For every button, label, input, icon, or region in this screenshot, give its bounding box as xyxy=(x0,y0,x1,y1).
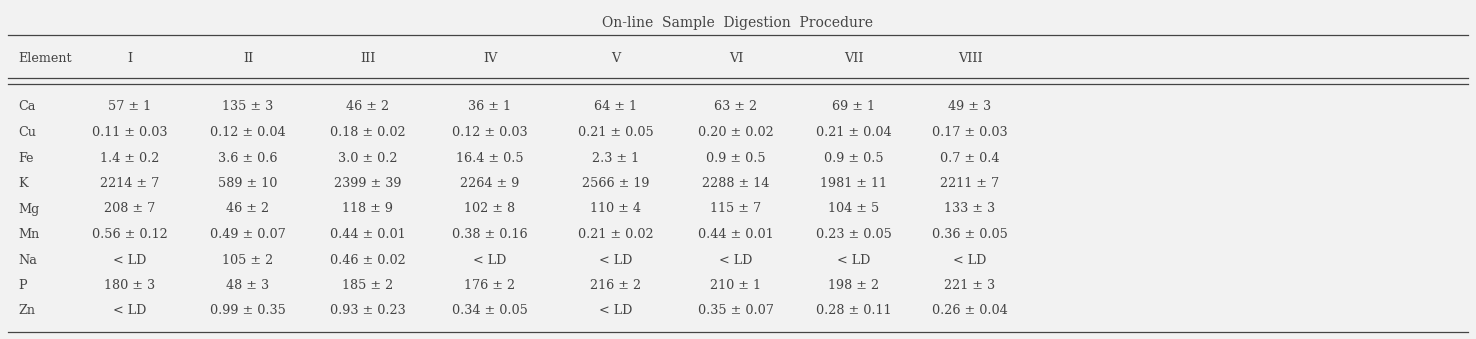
Text: 2399 ± 39: 2399 ± 39 xyxy=(334,177,401,190)
Text: 1981 ± 11: 1981 ± 11 xyxy=(821,177,887,190)
Text: 0.12 ± 0.03: 0.12 ± 0.03 xyxy=(452,126,528,139)
Text: < LD: < LD xyxy=(474,254,506,266)
Text: < LD: < LD xyxy=(953,254,986,266)
Text: II: II xyxy=(244,52,252,64)
Text: 0.46 ± 0.02: 0.46 ± 0.02 xyxy=(331,254,406,266)
Text: Element: Element xyxy=(18,52,72,64)
Text: < LD: < LD xyxy=(114,254,146,266)
Text: 115 ± 7: 115 ± 7 xyxy=(710,202,762,216)
Text: 46 ± 2: 46 ± 2 xyxy=(226,202,270,216)
Text: VII: VII xyxy=(844,52,863,64)
Text: IV: IV xyxy=(483,52,497,64)
Text: 3.0 ± 0.2: 3.0 ± 0.2 xyxy=(338,152,397,164)
Text: Mn: Mn xyxy=(18,228,40,241)
Text: VIII: VIII xyxy=(958,52,983,64)
Text: 176 ± 2: 176 ± 2 xyxy=(465,279,515,292)
Text: 0.9 ± 0.5: 0.9 ± 0.5 xyxy=(824,152,884,164)
Text: 64 ± 1: 64 ± 1 xyxy=(595,100,638,114)
Text: 0.23 ± 0.05: 0.23 ± 0.05 xyxy=(816,228,892,241)
Text: 16.4 ± 0.5: 16.4 ± 0.5 xyxy=(456,152,524,164)
Text: 118 ± 9: 118 ± 9 xyxy=(342,202,394,216)
Text: 0.28 ± 0.11: 0.28 ± 0.11 xyxy=(816,304,892,318)
Text: 2288 ± 14: 2288 ± 14 xyxy=(703,177,769,190)
Text: 208 ± 7: 208 ± 7 xyxy=(105,202,155,216)
Text: K: K xyxy=(18,177,28,190)
Text: VI: VI xyxy=(729,52,744,64)
Text: Zn: Zn xyxy=(18,304,35,318)
Text: 198 ± 2: 198 ± 2 xyxy=(828,279,880,292)
Text: Na: Na xyxy=(18,254,37,266)
Text: 69 ± 1: 69 ± 1 xyxy=(832,100,875,114)
Text: 216 ± 2: 216 ± 2 xyxy=(590,279,642,292)
Text: 0.18 ± 0.02: 0.18 ± 0.02 xyxy=(331,126,406,139)
Text: 46 ± 2: 46 ± 2 xyxy=(347,100,390,114)
Text: 0.17 ± 0.03: 0.17 ± 0.03 xyxy=(933,126,1008,139)
Text: 135 ± 3: 135 ± 3 xyxy=(223,100,273,114)
Text: 0.35 ± 0.07: 0.35 ± 0.07 xyxy=(698,304,773,318)
Text: 210 ± 1: 210 ± 1 xyxy=(710,279,762,292)
Text: 133 ± 3: 133 ± 3 xyxy=(945,202,996,216)
Text: 0.21 ± 0.02: 0.21 ± 0.02 xyxy=(579,228,654,241)
Text: 2566 ± 19: 2566 ± 19 xyxy=(582,177,649,190)
Text: 0.56 ± 0.12: 0.56 ± 0.12 xyxy=(92,228,168,241)
Text: 48 ± 3: 48 ± 3 xyxy=(226,279,270,292)
Text: 36 ± 1: 36 ± 1 xyxy=(468,100,512,114)
Text: < LD: < LD xyxy=(837,254,871,266)
Text: < LD: < LD xyxy=(599,304,633,318)
Text: 0.38 ± 0.16: 0.38 ± 0.16 xyxy=(452,228,528,241)
Text: Cu: Cu xyxy=(18,126,35,139)
Text: Ca: Ca xyxy=(18,100,35,114)
Text: < LD: < LD xyxy=(114,304,146,318)
Text: 0.12 ± 0.04: 0.12 ± 0.04 xyxy=(210,126,286,139)
Text: 0.93 ± 0.23: 0.93 ± 0.23 xyxy=(331,304,406,318)
Text: 2.3 ± 1: 2.3 ± 1 xyxy=(592,152,639,164)
Text: 0.44 ± 0.01: 0.44 ± 0.01 xyxy=(698,228,773,241)
Text: 104 ± 5: 104 ± 5 xyxy=(828,202,880,216)
Text: 0.20 ± 0.02: 0.20 ± 0.02 xyxy=(698,126,773,139)
Text: 0.21 ± 0.05: 0.21 ± 0.05 xyxy=(579,126,654,139)
Text: 57 ± 1: 57 ± 1 xyxy=(108,100,152,114)
Text: 180 ± 3: 180 ± 3 xyxy=(105,279,155,292)
Text: Mg: Mg xyxy=(18,202,40,216)
Text: P: P xyxy=(18,279,27,292)
Text: < LD: < LD xyxy=(719,254,753,266)
Text: 3.6 ± 0.6: 3.6 ± 0.6 xyxy=(218,152,277,164)
Text: 0.21 ± 0.04: 0.21 ± 0.04 xyxy=(816,126,892,139)
Text: Fe: Fe xyxy=(18,152,34,164)
Text: 0.7 ± 0.4: 0.7 ± 0.4 xyxy=(940,152,999,164)
Text: 0.44 ± 0.01: 0.44 ± 0.01 xyxy=(331,228,406,241)
Text: 0.11 ± 0.03: 0.11 ± 0.03 xyxy=(92,126,168,139)
Text: I: I xyxy=(127,52,133,64)
Text: 185 ± 2: 185 ± 2 xyxy=(342,279,394,292)
Text: 1.4 ± 0.2: 1.4 ± 0.2 xyxy=(100,152,159,164)
Text: 110 ± 4: 110 ± 4 xyxy=(590,202,642,216)
Text: 2264 ± 9: 2264 ± 9 xyxy=(461,177,520,190)
Text: < LD: < LD xyxy=(599,254,633,266)
Text: 0.34 ± 0.05: 0.34 ± 0.05 xyxy=(452,304,528,318)
Text: 0.9 ± 0.5: 0.9 ± 0.5 xyxy=(706,152,766,164)
Text: 0.99 ± 0.35: 0.99 ± 0.35 xyxy=(210,304,286,318)
Text: 0.36 ± 0.05: 0.36 ± 0.05 xyxy=(931,228,1008,241)
Text: V: V xyxy=(611,52,620,64)
Text: On-line  Sample  Digestion  Procedure: On-line Sample Digestion Procedure xyxy=(602,16,874,30)
Text: 2211 ± 7: 2211 ± 7 xyxy=(940,177,999,190)
Text: III: III xyxy=(360,52,376,64)
Text: 221 ± 3: 221 ± 3 xyxy=(945,279,996,292)
Text: 63 ± 2: 63 ± 2 xyxy=(714,100,757,114)
Text: 0.26 ± 0.04: 0.26 ± 0.04 xyxy=(933,304,1008,318)
Text: 102 ± 8: 102 ± 8 xyxy=(465,202,515,216)
Text: 0.49 ± 0.07: 0.49 ± 0.07 xyxy=(210,228,286,241)
Text: 589 ± 10: 589 ± 10 xyxy=(218,177,277,190)
Text: 105 ± 2: 105 ± 2 xyxy=(223,254,273,266)
Text: 49 ± 3: 49 ± 3 xyxy=(949,100,992,114)
Text: 2214 ± 7: 2214 ± 7 xyxy=(100,177,159,190)
